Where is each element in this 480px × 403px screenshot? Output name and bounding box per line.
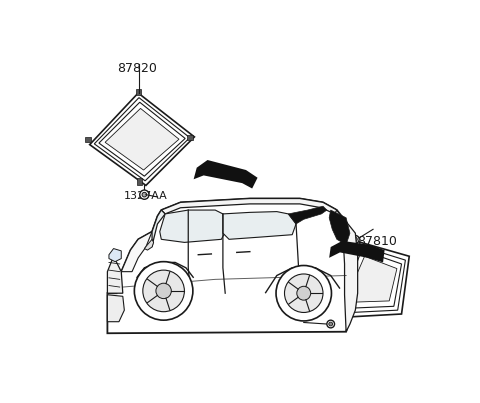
- Bar: [85, 137, 91, 141]
- Text: 87810: 87810: [357, 235, 397, 248]
- Polygon shape: [108, 256, 123, 293]
- Polygon shape: [109, 249, 121, 262]
- Circle shape: [134, 262, 193, 320]
- Polygon shape: [90, 93, 194, 185]
- Text: 1327AA: 1327AA: [259, 316, 302, 326]
- Polygon shape: [161, 199, 337, 214]
- Polygon shape: [329, 241, 384, 262]
- Circle shape: [156, 283, 171, 299]
- Polygon shape: [160, 210, 227, 242]
- Text: 87820: 87820: [118, 62, 157, 75]
- Polygon shape: [152, 210, 165, 247]
- Polygon shape: [345, 256, 397, 303]
- Circle shape: [353, 237, 357, 241]
- Polygon shape: [332, 241, 409, 318]
- Circle shape: [351, 235, 359, 243]
- Circle shape: [276, 266, 332, 321]
- Polygon shape: [144, 239, 154, 250]
- Polygon shape: [193, 160, 258, 189]
- Circle shape: [140, 190, 149, 199]
- Polygon shape: [108, 295, 124, 322]
- Bar: [136, 89, 141, 96]
- Polygon shape: [343, 222, 358, 332]
- Circle shape: [142, 192, 147, 197]
- Circle shape: [285, 274, 323, 312]
- Circle shape: [143, 270, 184, 312]
- Bar: [187, 135, 193, 140]
- Polygon shape: [121, 232, 152, 272]
- Polygon shape: [108, 199, 355, 333]
- Text: 1327AA: 1327AA: [124, 191, 168, 201]
- Polygon shape: [329, 210, 350, 245]
- Circle shape: [297, 286, 311, 300]
- Circle shape: [327, 320, 335, 328]
- Circle shape: [329, 322, 333, 326]
- Bar: [137, 179, 142, 185]
- Polygon shape: [288, 206, 327, 224]
- Polygon shape: [223, 212, 296, 239]
- Polygon shape: [105, 108, 179, 170]
